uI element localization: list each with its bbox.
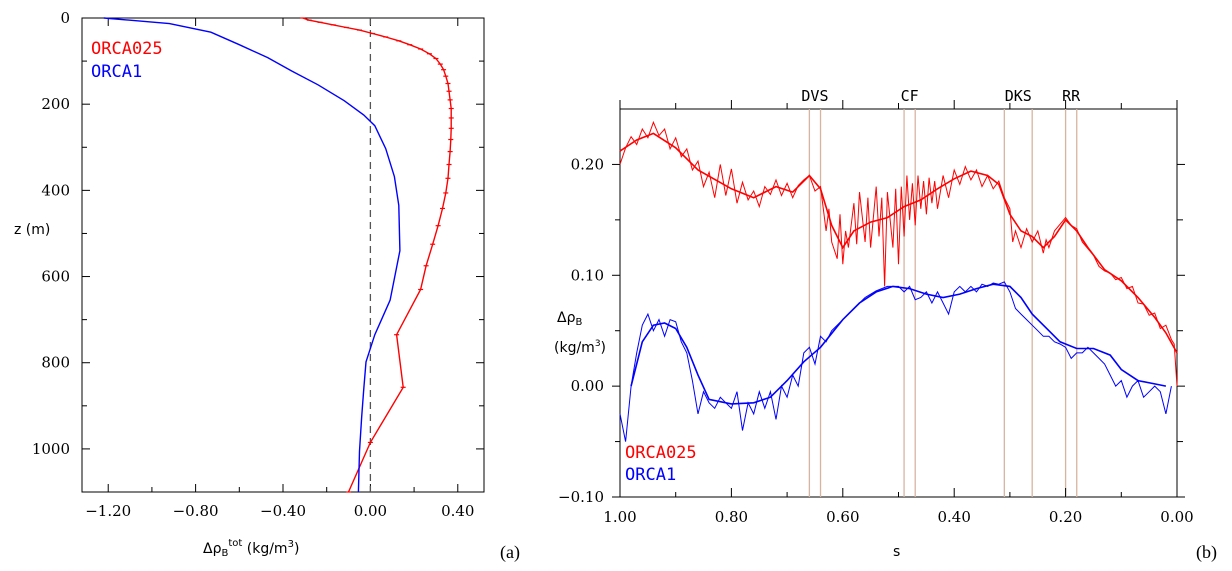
panel-b-region-label-rr: RR (1062, 87, 1081, 105)
panel-a-legend-orca025: ORCA025 (91, 39, 163, 59)
panel-a: −1.20 −0.80 −0.40 0.00 0.40 0 200 400 600 800 1000… (14, 9, 520, 563)
panel-b-letter: (b) (1196, 542, 1217, 563)
panel-b-series-orca1-raw (619, 281, 1172, 442)
panel-b-x-tick-label: 0.20 (1049, 508, 1082, 526)
panel-a-series (103, 17, 454, 493)
panel-b-y-tick-label: 0.10 (571, 266, 604, 284)
panel-a-y-tick-label: 800 (41, 354, 70, 372)
panel-b-ylabel-unit: (kg/m3) (554, 339, 606, 356)
panel-b-y-tick-label: −0.10 (558, 488, 604, 506)
panel-b-legend-orca025: ORCA025 (625, 443, 697, 463)
panel-b-series-orca025-raw (619, 120, 1178, 387)
panel-a-ticks: −1.20 −0.80 −0.40 0.00 0.40 0 200 400 600 800 1000 (32, 9, 484, 520)
panel-b-ylabel: ΔρB (557, 310, 582, 328)
panel-b-region-label-dks: DKS (1005, 87, 1032, 105)
panel-b-legend: ORCA025 ORCA1 (625, 443, 697, 485)
panel-a-ylabel: z (m) (14, 222, 50, 238)
panel-b-ticks: 1.00 0.80 0.60 0.40 0.20 0.00 −0.10 0.00 0.10 0.2… (558, 100, 1194, 526)
panel-a-y-tick-label: 0 (60, 9, 70, 27)
panel-a-series-orca1 (103, 17, 401, 493)
panel-a-x-tick-label: −0.40 (260, 502, 306, 520)
panel-a-frame (81, 17, 485, 493)
panel-b-region-lines: DVS CF DKS RR (801, 87, 1081, 497)
panel-b-x-tick-label: 0.80 (715, 508, 748, 526)
panel-a-xlabel: ΔρBtot (kg/m3) (203, 538, 299, 559)
panel-b-region-label-cf: CF (901, 87, 919, 105)
panel-a-y-tick-label: 600 (41, 268, 70, 286)
panel-a-x-tick-label: −0.80 (173, 502, 219, 520)
panel-a-y-tick-label: 400 (41, 181, 70, 199)
panel-b-x-tick-label: 1.00 (603, 508, 636, 526)
panel-b-x-tick-label: 0.60 (826, 508, 859, 526)
panel-a-x-tick-label: 0.40 (441, 502, 474, 520)
panel-a-y-tick-label: 1000 (32, 440, 70, 458)
panel-a-legend-orca1: ORCA1 (91, 62, 142, 82)
panel-a-x-tick-label: 0.00 (354, 502, 387, 520)
panel-b: DVS CF DKS RR 1.00 0.80 0.60 0.40 0.20 0.00 −0.10… (554, 87, 1217, 563)
panel-a-y-tick-label: 200 (41, 95, 70, 113)
panel-b-x-tick-label: 0.40 (937, 508, 970, 526)
panel-b-y-tick-label: 0.00 (571, 377, 604, 395)
panel-b-series (619, 120, 1178, 442)
panel-a-x-tick-label: −1.20 (85, 502, 131, 520)
panel-b-y-tick-label: 0.20 (571, 155, 604, 173)
panel-b-xlabel: s (893, 544, 900, 560)
panel-b-legend-orca1: ORCA1 (625, 465, 676, 485)
panel-b-series-orca025-smoothed (619, 132, 1178, 354)
panel-b-series-orca1-smoothed (630, 283, 1167, 405)
panel-b-frame (619, 108, 1178, 498)
panel-a-legend: ORCA025 ORCA1 (91, 39, 163, 82)
panel-b-x-tick-label: 0.00 (1160, 508, 1193, 526)
panel-b-region-label-dvs: DVS (801, 87, 828, 105)
panel-a-letter: (a) (500, 542, 520, 563)
